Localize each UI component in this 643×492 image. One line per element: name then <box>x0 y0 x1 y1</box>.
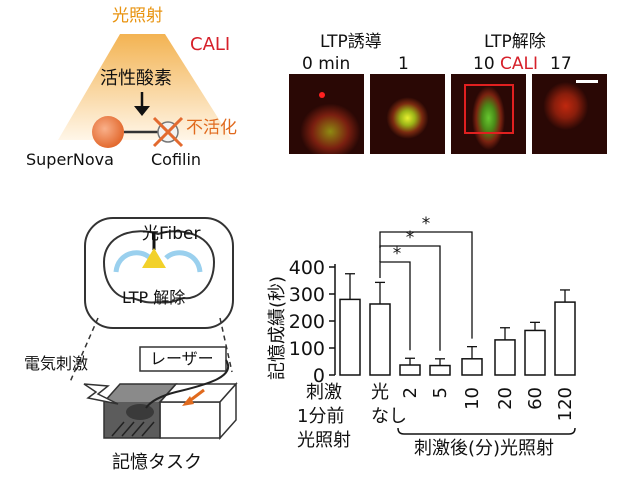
ltp-induction-label: LTP誘導 <box>320 32 382 52</box>
laser-arrow-icon <box>182 396 194 406</box>
light-cone-icon <box>142 248 166 268</box>
scale-bar <box>576 80 598 83</box>
microscopy-image-17min <box>532 74 607 154</box>
y-tick-label: 400 <box>289 257 325 279</box>
electric-stimulation-icon <box>83 383 119 405</box>
significance-bracket <box>379 231 473 339</box>
microscopy-image-1min <box>370 74 445 154</box>
bar <box>429 364 451 376</box>
stimulation-label: 電気刺激 <box>24 354 89 373</box>
significance-bracket <box>379 245 441 351</box>
y-tick-label: 100 <box>289 338 325 360</box>
x-label-pre-line2: 1分前 <box>297 406 345 427</box>
laser-cable <box>145 359 230 409</box>
x-tick-label: 2 <box>400 387 421 398</box>
y-tick-label: 300 <box>289 284 325 306</box>
supernova-label: SuperNova <box>26 150 114 169</box>
significance-star: * <box>406 228 415 248</box>
bar <box>524 329 546 376</box>
x-group-label: 刺激後(分)光照射 <box>414 438 555 459</box>
cali-region-box <box>464 84 514 134</box>
hippocampus-right <box>164 250 203 273</box>
timepoint-label: 1 <box>398 54 409 74</box>
ltp-erase-label: LTP解除 <box>484 32 546 52</box>
x-tick-label: 20 <box>495 387 516 410</box>
bar <box>369 303 391 376</box>
laser-box <box>139 346 227 372</box>
significance-bracket <box>379 261 411 351</box>
supernova-ball-icon <box>92 116 124 148</box>
hippocampus-left <box>113 250 152 273</box>
laser-label: レーザー <box>150 349 214 368</box>
cali-marker: CALI <box>500 54 538 74</box>
x-tick-label: 5 <box>430 387 451 398</box>
microscopy-image-0min <box>289 74 364 154</box>
x-tick-label: 120 <box>555 387 576 421</box>
x-label-pre-line1: 刺激 <box>306 382 342 403</box>
y-tick-label: 0 <box>313 365 325 387</box>
ltp-erase-brain-label: LTP 解除 <box>122 288 186 307</box>
significance-star: * <box>422 214 431 234</box>
memory-task-label: 記憶タスク <box>112 452 202 473</box>
x-label-nolight-line2: なし <box>371 406 407 427</box>
bar <box>554 301 576 376</box>
bar <box>461 358 483 376</box>
bar <box>494 339 516 376</box>
x-label-pre-line3: 光照射 <box>297 430 351 451</box>
stimulation-point-marker <box>319 92 325 98</box>
light-label: 光照射 <box>112 6 163 26</box>
arrow-down-icon <box>134 106 150 116</box>
cali-label: CALI <box>190 34 231 55</box>
x-label-nolight-line1: 光 <box>371 382 389 403</box>
light-fiber-label: 光Fiber <box>142 224 201 244</box>
cofilin-label: Cofilin <box>151 150 202 169</box>
significance-star: * <box>393 244 402 264</box>
timepoint-label: 0 min <box>302 54 351 74</box>
inactivation-label: 不活化 <box>186 118 237 138</box>
timepoint-label: 10 <box>473 54 495 74</box>
bar <box>399 364 421 376</box>
ros-label: 活性酸素 <box>100 68 172 89</box>
microscopy-image-10min <box>451 74 526 154</box>
bar <box>339 298 361 376</box>
timepoint-label: 17 <box>550 54 572 74</box>
group-bracket <box>397 427 576 435</box>
x-tick-label: 10 <box>462 387 483 410</box>
light-beam <box>58 34 232 140</box>
x-tick-label: 60 <box>525 387 546 410</box>
y-tick-label: 200 <box>289 311 325 333</box>
